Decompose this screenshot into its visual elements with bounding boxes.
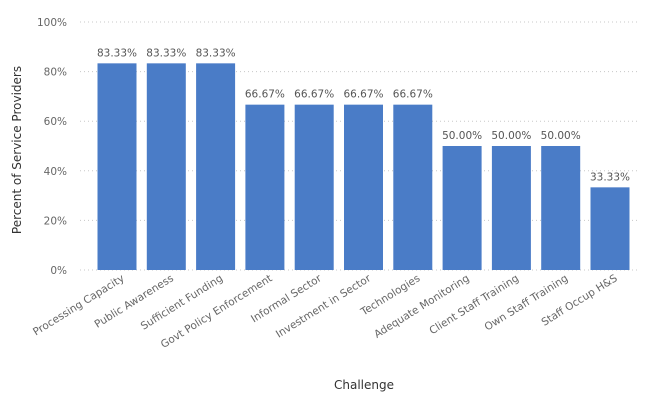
y-tick-label: 0% — [50, 265, 67, 277]
y-tick-label: 80% — [44, 67, 67, 79]
x-category-label: Sufficient Funding — [139, 272, 225, 332]
data-label: 66.67% — [294, 89, 334, 101]
bar[interactable] — [393, 104, 433, 270]
bar[interactable] — [245, 104, 285, 270]
y-axis-ticks: 0% 20% 40% 60% 80% 100% — [37, 17, 67, 277]
y-tick-label: 60% — [44, 116, 67, 128]
bar[interactable] — [97, 63, 137, 270]
bar[interactable] — [146, 63, 186, 270]
bar[interactable] — [294, 104, 334, 270]
x-category-label: Client Staff Training — [427, 272, 521, 337]
data-label: 33.33% — [590, 171, 630, 183]
y-tick-label: 20% — [44, 215, 67, 227]
data-label: 83.33% — [97, 47, 137, 59]
bar[interactable] — [196, 63, 236, 270]
data-label: 66.67% — [343, 89, 383, 101]
bar[interactable] — [541, 146, 581, 270]
data-label: 66.67% — [393, 89, 433, 101]
bar[interactable] — [491, 146, 531, 270]
data-label: 83.33% — [196, 47, 236, 59]
bars — [97, 63, 630, 270]
data-label: 83.33% — [146, 47, 186, 59]
y-axis-title: Percent of Service Providers — [10, 66, 24, 234]
data-label: 50.00% — [541, 130, 581, 142]
bar[interactable] — [344, 104, 383, 270]
x-axis-title: Challenge — [334, 378, 394, 392]
data-label: 50.00% — [442, 130, 482, 142]
x-category-label: Own Staff Training — [482, 272, 570, 333]
y-tick-label: 100% — [37, 17, 67, 29]
y-tick-label: 40% — [44, 166, 67, 178]
data-labels: 83.33% 83.33% 83.33% 66.67% 66.67% 66.67% 66.6… — [97, 47, 630, 183]
bar[interactable] — [590, 187, 630, 270]
x-category-label: Processing Capacity — [31, 272, 127, 338]
bar[interactable] — [442, 146, 482, 270]
data-label: 66.67% — [245, 89, 285, 101]
data-label: 50.00% — [491, 130, 531, 142]
x-category-label: Investment in Sector — [274, 272, 374, 341]
